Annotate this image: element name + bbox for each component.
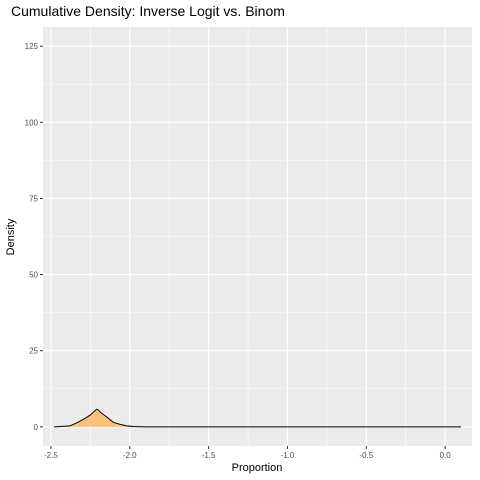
- density-series: [54, 408, 461, 428]
- density-area: [54, 409, 461, 427]
- y-axis: 0 25 50 75 100 125: [25, 42, 43, 432]
- y-tick-label: 75: [29, 194, 38, 203]
- y-tick-label: 125: [25, 42, 39, 51]
- x-tick-label: -1.0: [281, 451, 295, 460]
- x-axis-label: Proportion: [232, 462, 283, 474]
- y-tick-label: 25: [29, 347, 38, 356]
- x-tick-label: -2.0: [123, 451, 137, 460]
- y-axis-label: Density: [5, 218, 17, 255]
- y-tick-label: 0: [34, 423, 39, 432]
- x-tick-label: -0.5: [359, 451, 373, 460]
- y-tick-label: 100: [25, 118, 39, 127]
- y-tick-label: 50: [29, 271, 38, 280]
- major-gridlines: [43, 27, 472, 446]
- minor-gridlines: [43, 27, 472, 446]
- chart-title: Cumulative Density: Inverse Logit vs. Bi…: [11, 3, 285, 19]
- density-line: [54, 408, 461, 428]
- x-axis: -2.5 -2.0 -1.5 -1.0 -0.5 0.0: [44, 446, 451, 460]
- x-tick-label: 0.0: [440, 451, 452, 460]
- x-tick-label: -1.5: [202, 451, 216, 460]
- x-tick-label: -2.5: [44, 451, 58, 460]
